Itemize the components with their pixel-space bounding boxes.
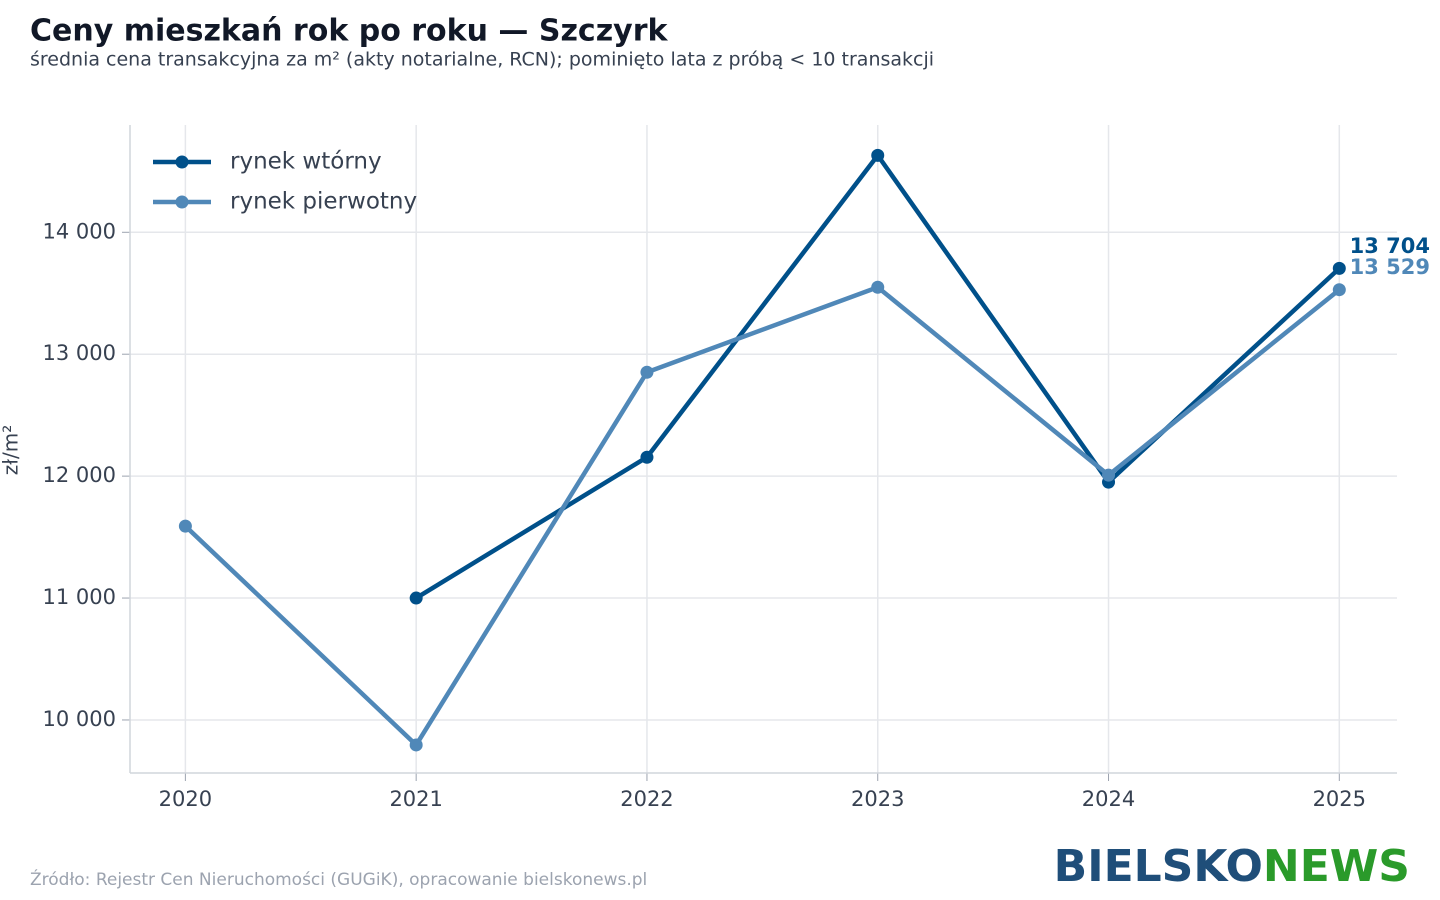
y-tick-label: 12 000	[43, 463, 116, 487]
data-point	[409, 738, 423, 752]
legend-label: rynek pierwotny	[230, 189, 417, 215]
x-tick-label: 2022	[620, 787, 673, 811]
logo-part: BIELSKO	[1054, 841, 1263, 892]
data-point	[409, 591, 423, 605]
series-line	[183, 285, 1341, 748]
legend-marker	[175, 195, 189, 209]
chart-subtitle: średnia cena transakcyjna za m² (akty no…	[30, 49, 934, 71]
legend-marker	[175, 155, 189, 169]
data-point	[1332, 283, 1346, 297]
source: Źródło: Rejestr Cen Nieruchomości (GUGiK…	[30, 868, 647, 890]
x-tick-label: 2021	[389, 787, 442, 811]
x-tick-label: 2023	[851, 787, 904, 811]
data-point	[178, 519, 192, 533]
data-point	[640, 365, 654, 379]
x-tick-label: 2024	[1082, 787, 1135, 811]
chart-title: Ceny mieszkań rok po roku — Szczyrk	[30, 14, 669, 49]
y-axis-label: zł/m²	[0, 425, 23, 475]
value-label: 13 529	[1350, 255, 1430, 279]
x-tick-label: 2025	[1313, 787, 1366, 811]
logo-part: NEWS	[1263, 841, 1410, 892]
data-point	[871, 148, 885, 162]
y-tick-label: 11 000	[43, 585, 116, 609]
data-point	[640, 450, 654, 464]
data-point	[871, 280, 885, 294]
legend-label: rynek wtórny	[230, 149, 382, 175]
logo: BIELSKONEWS	[1054, 841, 1410, 892]
y-tick-label: 14 000	[43, 219, 116, 243]
x-tick-label: 2020	[159, 787, 212, 811]
data-point	[1102, 468, 1116, 482]
data-point	[1332, 261, 1346, 275]
y-tick-label: 13 000	[43, 341, 116, 365]
value-label: 13 704	[1350, 234, 1430, 258]
y-tick-label: 10 000	[43, 707, 116, 731]
